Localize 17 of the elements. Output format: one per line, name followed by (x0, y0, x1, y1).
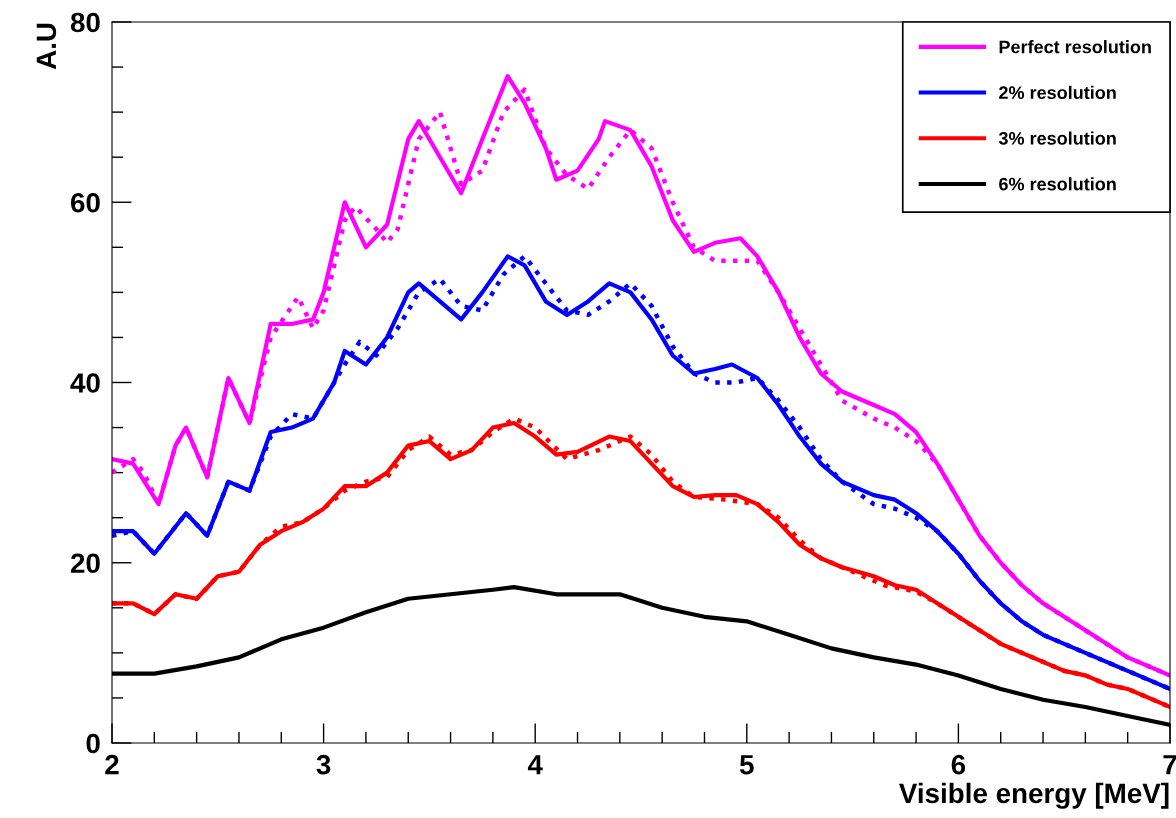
x-tick-label: 4 (527, 755, 543, 775)
legend-label: 6% resolution (999, 177, 1116, 191)
x-tick-label: 2 (105, 754, 119, 775)
y-tick-label: 40 (70, 373, 100, 393)
y-axis-title: A.U (36, 23, 57, 70)
x-tick-label: 7 (1163, 755, 1176, 775)
y-tick-label: 60 (71, 192, 100, 213)
x-tick-label: 3 (316, 754, 331, 775)
legend-label: 3% resolution (998, 131, 1116, 145)
x-tick-label: 6 (951, 754, 966, 775)
x-axis-title: Visible energy [MeV] (899, 782, 1169, 809)
legend-label: Perfect resolution (999, 40, 1151, 54)
y-tick-label: 0 (86, 733, 100, 754)
y-tick-label: 80 (70, 12, 100, 33)
x-tick-label: 5 (739, 755, 754, 775)
legend-label: 2% resolution (999, 85, 1116, 100)
y-tick-label: 20 (70, 553, 100, 574)
